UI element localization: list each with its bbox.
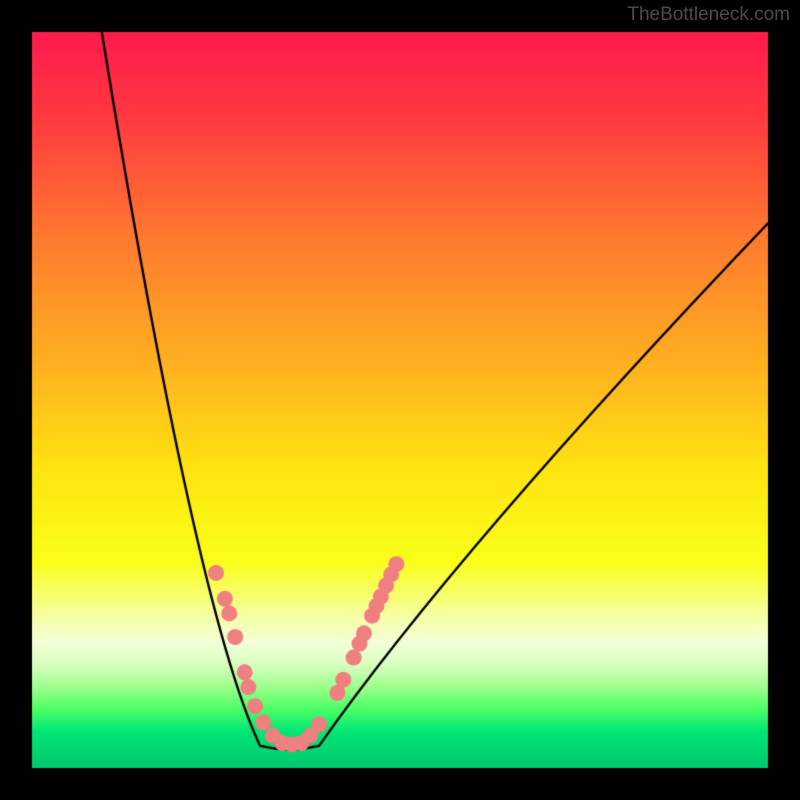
stage: TheBottleneck.com [0, 0, 800, 800]
bottleneck-chart-canvas [0, 0, 800, 800]
watermark-text: TheBottleneck.com [627, 4, 790, 26]
